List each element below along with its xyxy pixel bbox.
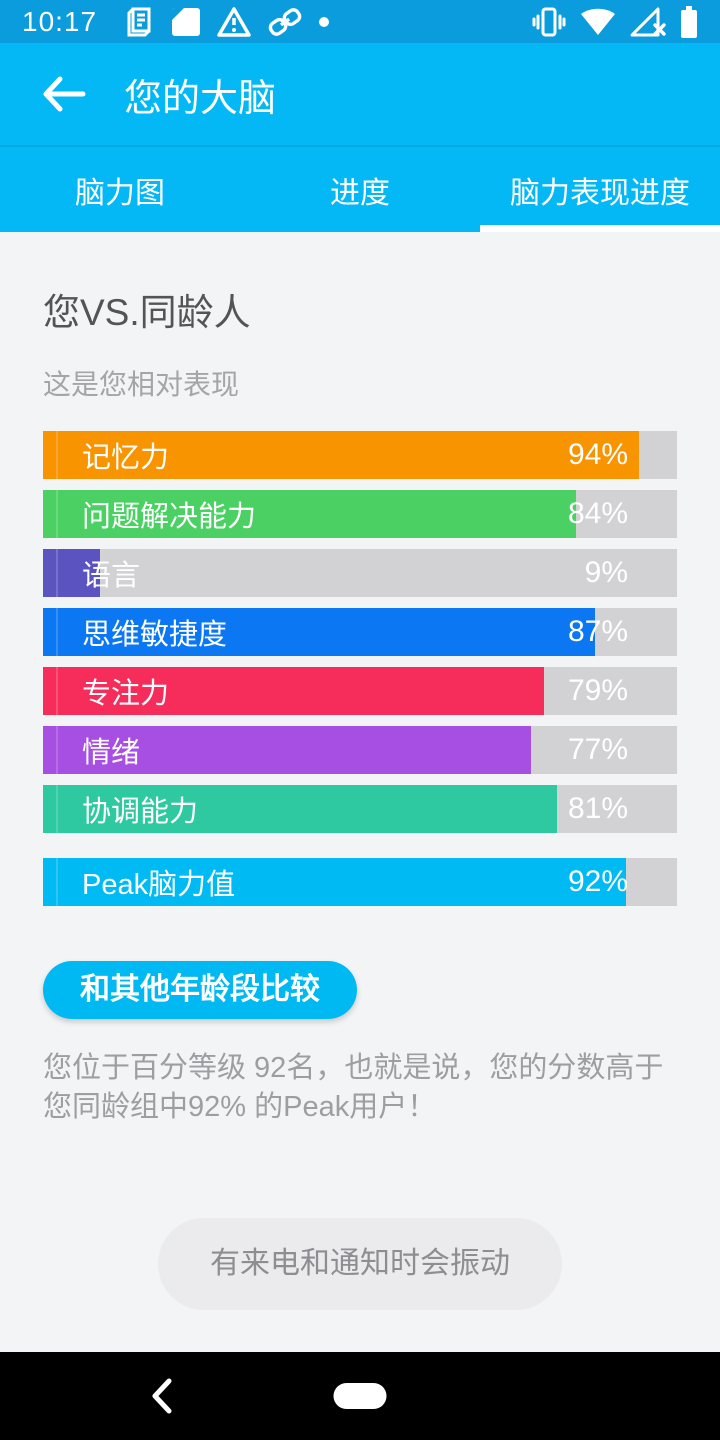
link-notification-icon xyxy=(267,7,303,37)
bar-fill xyxy=(43,667,544,715)
tab-label: 进度 xyxy=(330,176,390,210)
chart-bar-row: 情绪 77% xyxy=(43,726,677,774)
bar-fill xyxy=(43,726,532,774)
bar-value-label: 87% xyxy=(567,615,628,648)
back-arrow-icon xyxy=(43,76,86,112)
bar-fill xyxy=(43,785,557,833)
bar-value-label: 79% xyxy=(567,674,628,707)
bar-value-label: 77% xyxy=(567,733,628,766)
warning-notification-icon xyxy=(217,6,251,37)
status-time: 10:17 xyxy=(22,5,98,37)
tab-performance-progress[interactable]: 脑力表现进度 xyxy=(480,147,720,232)
wifi-icon xyxy=(580,8,616,36)
bar-fill xyxy=(43,490,576,538)
chart-bar-row: Peak脑力值 92% xyxy=(43,858,677,906)
tab-brain-map[interactable]: 脑力图 xyxy=(0,147,240,232)
compare-age-groups-button[interactable]: 和其他年龄段比较 xyxy=(43,961,357,1019)
tab-bar: 脑力图 进度 脑力表现进度 xyxy=(0,145,720,232)
chart-bar-row: 问题解决能力 84% xyxy=(43,490,677,538)
bar-value-label: 9% xyxy=(584,556,628,589)
screenshot-notification-icon xyxy=(171,7,201,37)
bar-value-label: 81% xyxy=(567,792,628,825)
vibration-toast: 有来电和通知时会振动 xyxy=(158,1218,562,1310)
bar-fill xyxy=(43,549,101,597)
android-nav-bar xyxy=(0,1352,720,1440)
tab-progress[interactable]: 进度 xyxy=(240,147,480,232)
bar-value-label: 84% xyxy=(567,497,628,530)
page-title: 您的大脑 xyxy=(124,77,277,120)
percentile-description: 您位于百分等级 92名，也就是说，您的分数高于您同龄组中92% 的Peak用户！ xyxy=(43,1052,664,1123)
back-button[interactable] xyxy=(36,66,92,122)
chart-bar-row: 语言 9% xyxy=(43,549,677,597)
bar-fill xyxy=(43,431,639,479)
bar-category-label: 协调能力 xyxy=(82,796,199,828)
status-bar: 10:17 xyxy=(0,0,720,43)
main-content: 您VS.同龄人 这是您相对表现 记忆力 94% 问题解决能力 84% 语言 9% 思维敏捷度… xyxy=(0,282,720,1127)
chart-bar-row: 专注力 79% xyxy=(43,667,677,715)
bar-value-label: 94% xyxy=(567,438,628,471)
nav-back-chevron-icon xyxy=(152,1378,172,1414)
nav-back-button[interactable] xyxy=(143,1378,179,1414)
bar-category-label: 思维敏捷度 xyxy=(82,619,228,651)
tab-label: 脑力图 xyxy=(75,176,165,210)
section-heading: 您VS.同龄人 xyxy=(43,292,251,333)
chart-bar-row: 协调能力 81% xyxy=(43,785,677,833)
chart-bar-row: 思维敏捷度 87% xyxy=(43,608,677,656)
section-subheading: 这是您相对表现 xyxy=(43,369,240,400)
bar-category-label: 问题解决能力 xyxy=(82,501,257,533)
more-notifications-dot xyxy=(319,16,330,27)
bar-category-label: 专注力 xyxy=(82,678,170,710)
bar-category-label: Peak脑力值 xyxy=(82,869,236,901)
bar-fill xyxy=(43,608,595,656)
performance-bar-chart: 记忆力 94% 问题解决能力 84% 语言 9% 思维敏捷度 87% 专注力 79% 情绪 77% 协调… xyxy=(43,431,677,906)
bar-value-label: 92% xyxy=(567,865,628,898)
active-tab-underline xyxy=(480,225,720,232)
no-signal-icon xyxy=(630,7,666,37)
app-bar: 您的大脑 xyxy=(0,43,720,145)
vibrate-icon xyxy=(532,7,566,37)
bar-category-label: 情绪 xyxy=(82,737,141,769)
bar-category-label: 语言 xyxy=(82,560,141,592)
notes-notification-icon xyxy=(125,6,155,38)
chart-bar-row: 记忆力 94% xyxy=(43,431,677,479)
bar-fill xyxy=(43,858,627,906)
battery-icon xyxy=(680,5,698,38)
nav-home-pill[interactable] xyxy=(333,1383,387,1409)
bar-category-label: 记忆力 xyxy=(82,442,170,474)
tab-label: 脑力表现进度 xyxy=(510,176,690,210)
